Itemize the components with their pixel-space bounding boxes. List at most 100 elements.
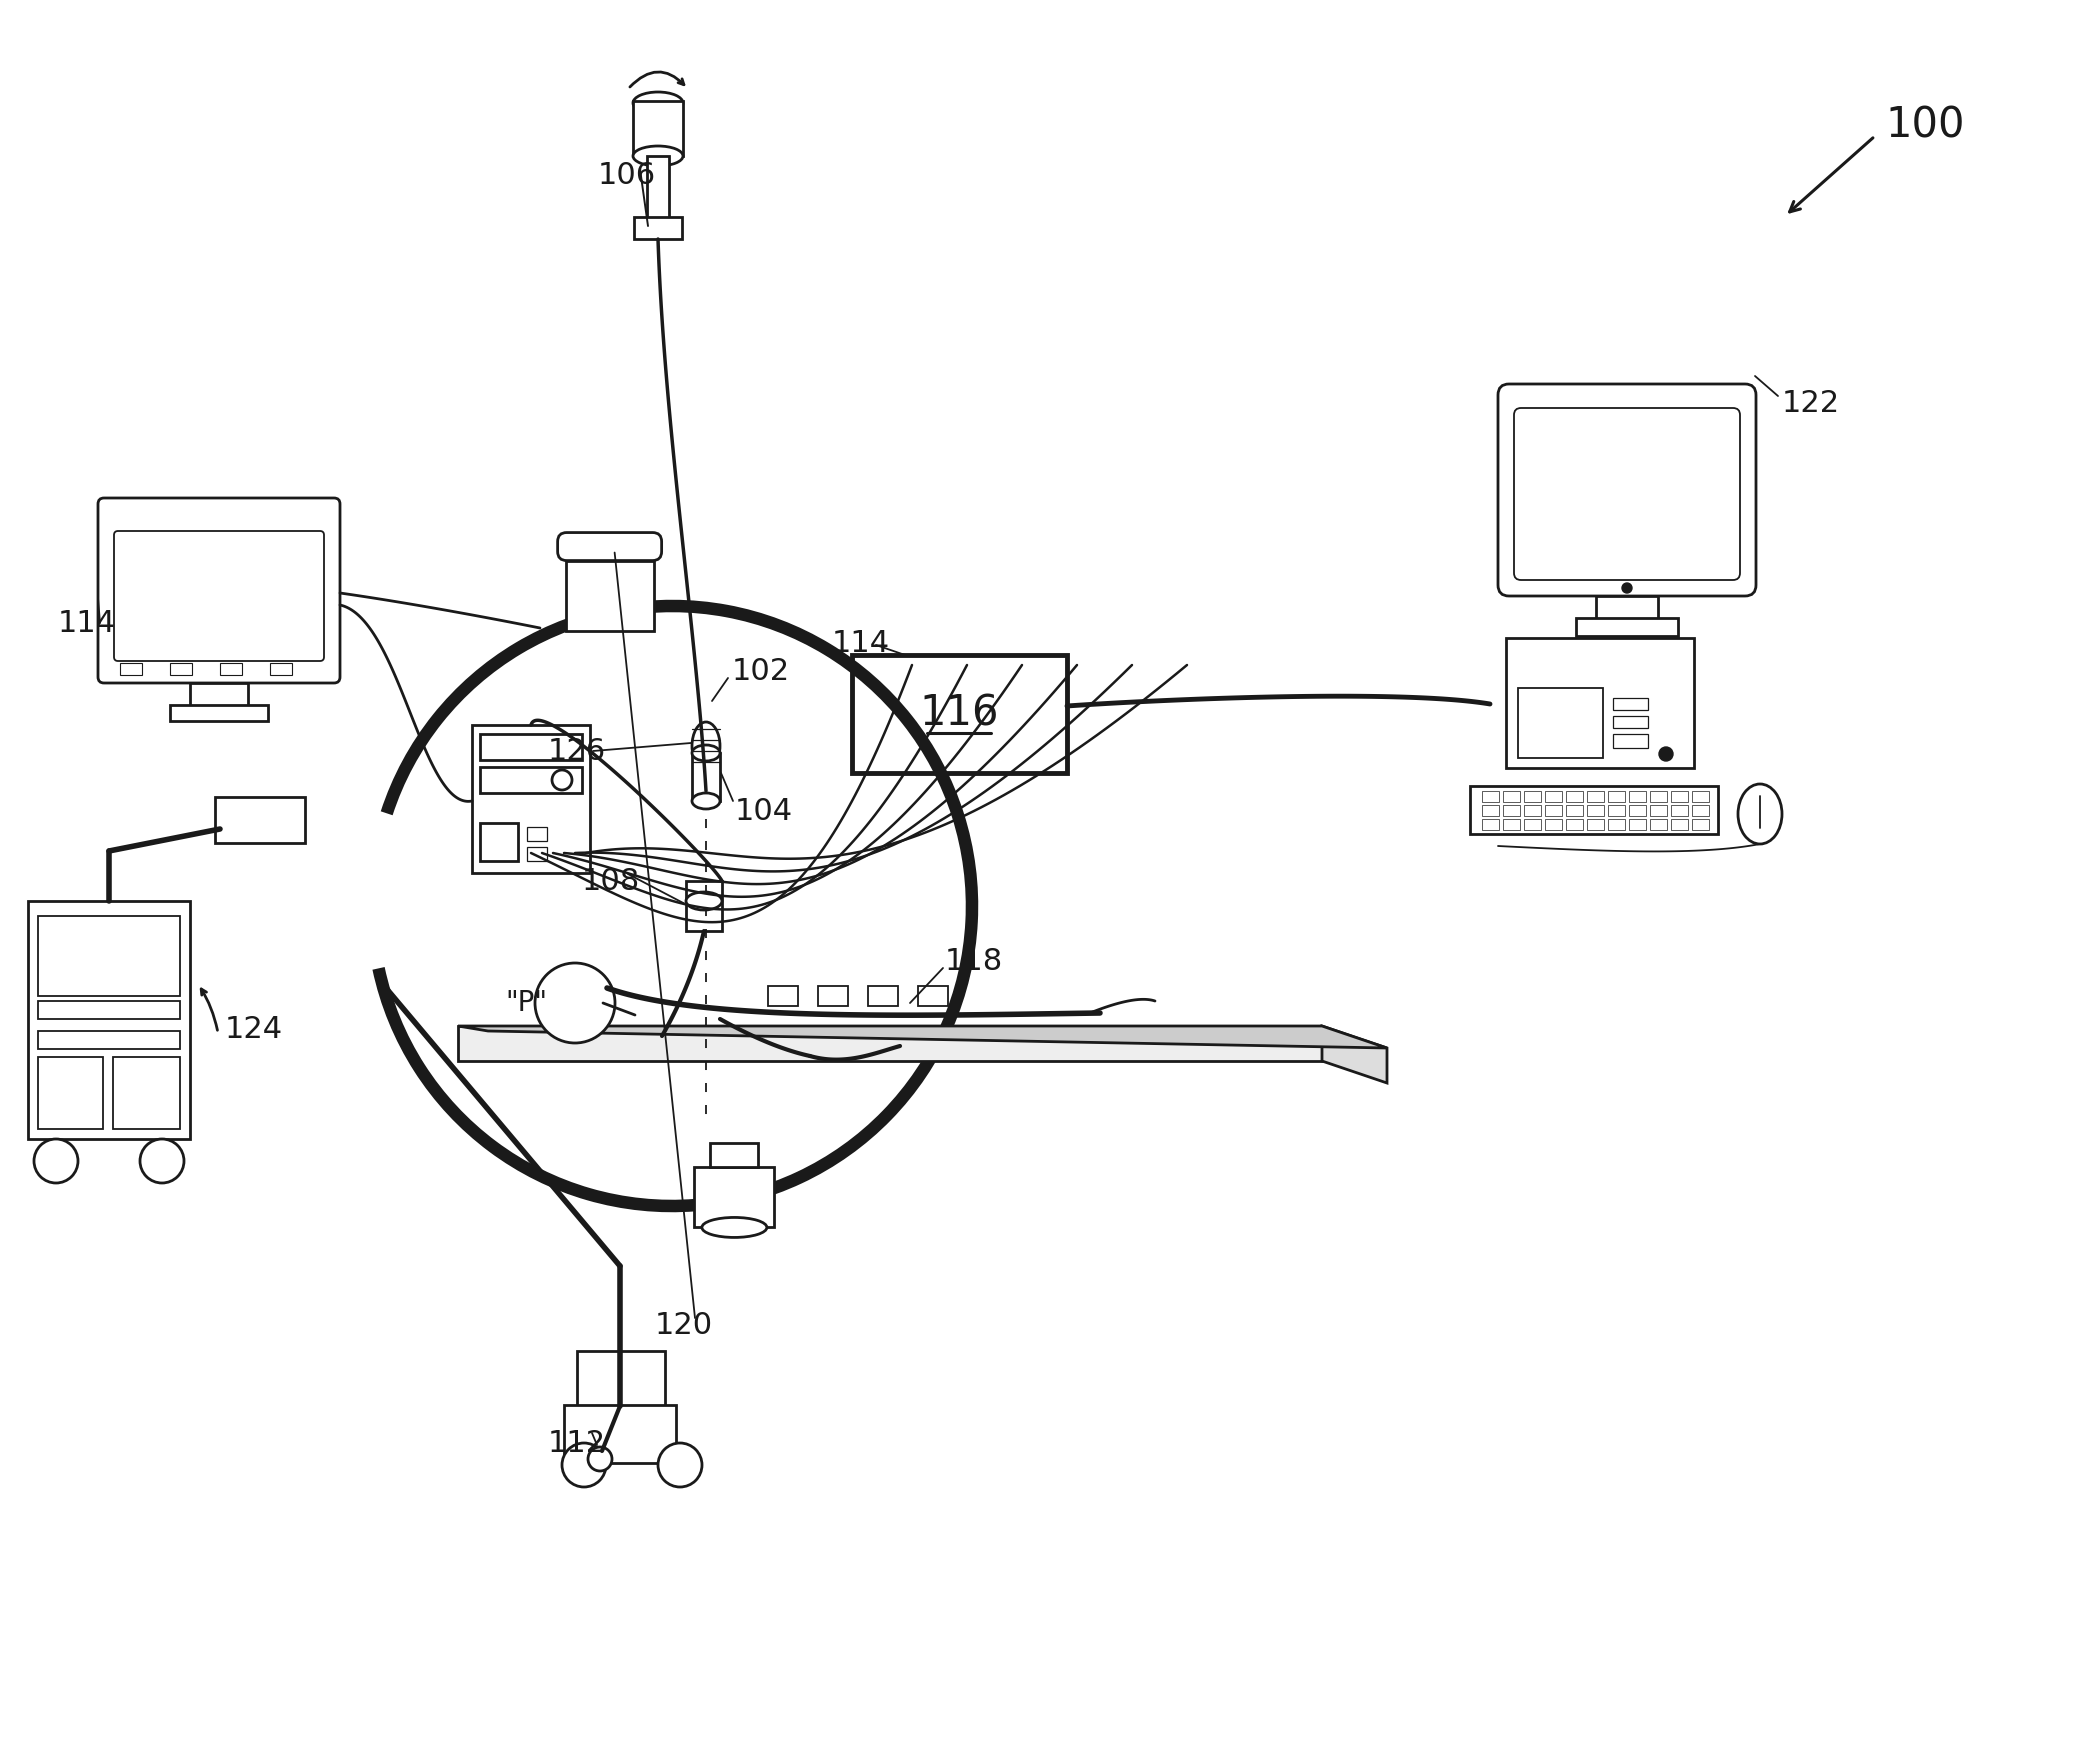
- Bar: [1565, 819, 1582, 829]
- Bar: [1613, 697, 1649, 710]
- Ellipse shape: [632, 146, 684, 166]
- Bar: [1524, 791, 1541, 801]
- Polygon shape: [1322, 1027, 1387, 1083]
- Bar: [170, 704, 268, 720]
- Bar: [1672, 805, 1688, 815]
- Bar: [526, 847, 547, 861]
- Bar: [526, 828, 547, 842]
- Circle shape: [553, 770, 572, 791]
- Ellipse shape: [692, 722, 719, 770]
- Bar: [1482, 805, 1499, 815]
- Bar: [1482, 791, 1499, 801]
- Ellipse shape: [1738, 784, 1782, 844]
- Ellipse shape: [703, 1217, 767, 1238]
- Text: 118: 118: [946, 946, 1004, 976]
- Bar: [220, 662, 241, 674]
- FancyBboxPatch shape: [1514, 409, 1740, 579]
- Bar: [1607, 819, 1626, 829]
- Text: 124: 124: [225, 1014, 283, 1044]
- FancyBboxPatch shape: [114, 532, 324, 660]
- Circle shape: [1659, 747, 1674, 761]
- Bar: [1565, 791, 1582, 801]
- Bar: [1607, 805, 1626, 815]
- Text: 104: 104: [736, 796, 792, 826]
- Bar: [457, 1027, 1322, 1060]
- Bar: [1505, 637, 1694, 768]
- Bar: [37, 916, 181, 997]
- Bar: [1692, 819, 1709, 829]
- Bar: [1613, 717, 1649, 727]
- Bar: [1692, 805, 1709, 815]
- Ellipse shape: [686, 893, 721, 910]
- Bar: [1651, 819, 1667, 829]
- Bar: [37, 1030, 181, 1050]
- Bar: [189, 683, 247, 706]
- Bar: [1503, 791, 1520, 801]
- Bar: [647, 157, 669, 220]
- Circle shape: [588, 1448, 611, 1470]
- Bar: [767, 986, 798, 1006]
- Bar: [1565, 805, 1582, 815]
- Text: 108: 108: [582, 866, 640, 896]
- Bar: [1613, 734, 1649, 748]
- Bar: [1524, 805, 1541, 815]
- Ellipse shape: [692, 745, 719, 761]
- Bar: [480, 822, 518, 861]
- Circle shape: [139, 1139, 185, 1183]
- Bar: [480, 768, 582, 792]
- Bar: [37, 1000, 181, 1020]
- Bar: [686, 880, 721, 932]
- Text: 122: 122: [1782, 389, 1840, 417]
- Circle shape: [657, 1442, 703, 1486]
- Bar: [692, 754, 719, 801]
- Bar: [1503, 819, 1520, 829]
- Bar: [170, 662, 191, 674]
- Text: 120: 120: [655, 1312, 713, 1340]
- Bar: [1630, 805, 1647, 815]
- Bar: [869, 986, 898, 1006]
- Text: 112: 112: [549, 1428, 607, 1458]
- Bar: [1672, 819, 1688, 829]
- Bar: [565, 560, 653, 630]
- Text: 116: 116: [919, 694, 998, 734]
- Bar: [1576, 618, 1678, 636]
- Bar: [121, 662, 141, 674]
- Bar: [711, 1143, 759, 1168]
- Bar: [1545, 805, 1561, 815]
- Bar: [480, 734, 582, 761]
- Text: "P": "P": [505, 990, 547, 1018]
- FancyBboxPatch shape: [98, 498, 341, 683]
- Text: 100: 100: [1886, 106, 1965, 146]
- Ellipse shape: [692, 792, 719, 808]
- Text: 126: 126: [549, 736, 607, 766]
- Text: 102: 102: [732, 657, 790, 685]
- Bar: [1586, 791, 1605, 801]
- Bar: [1586, 819, 1605, 829]
- Bar: [1518, 689, 1603, 757]
- Text: 114: 114: [58, 609, 116, 637]
- Bar: [112, 1057, 181, 1129]
- Text: 106: 106: [599, 162, 657, 190]
- Bar: [1607, 791, 1626, 801]
- Bar: [472, 726, 590, 873]
- Bar: [270, 662, 291, 674]
- Bar: [1672, 791, 1688, 801]
- Circle shape: [534, 963, 615, 1043]
- Circle shape: [561, 1442, 605, 1486]
- Circle shape: [1622, 583, 1632, 593]
- Bar: [634, 217, 682, 239]
- Bar: [1482, 819, 1499, 829]
- Bar: [852, 655, 1067, 773]
- Bar: [563, 1405, 676, 1463]
- Bar: [1545, 791, 1561, 801]
- Bar: [37, 1057, 104, 1129]
- Bar: [919, 986, 948, 1006]
- Bar: [1630, 791, 1647, 801]
- Bar: [1545, 819, 1561, 829]
- FancyBboxPatch shape: [1499, 384, 1757, 595]
- Bar: [1586, 805, 1605, 815]
- Bar: [1692, 791, 1709, 801]
- Circle shape: [33, 1139, 79, 1183]
- Bar: [1524, 819, 1541, 829]
- Ellipse shape: [632, 92, 684, 114]
